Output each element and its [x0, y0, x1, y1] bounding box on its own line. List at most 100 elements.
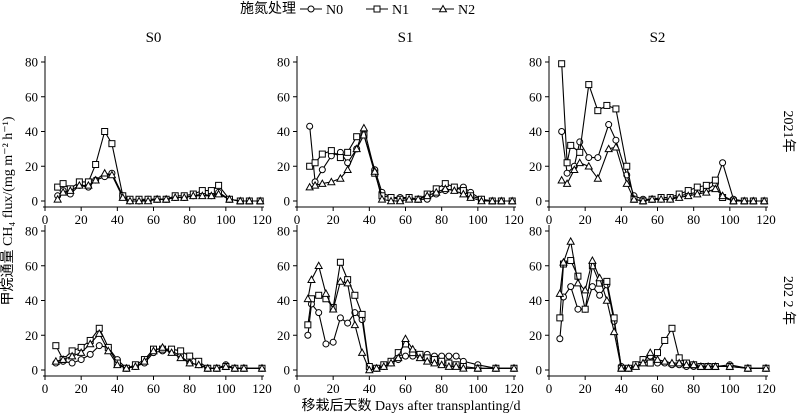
- legend-marker-n2: [438, 4, 448, 13]
- point-n2: [179, 192, 189, 201]
- series-line-n1: [309, 134, 513, 202]
- point-n2: [573, 278, 583, 287]
- point-n2: [359, 123, 369, 132]
- point-n2: [350, 320, 360, 329]
- point-n2: [152, 194, 162, 203]
- x-tick-label: 0: [546, 212, 553, 227]
- y-tick-label: 20: [25, 159, 38, 174]
- point-n2: [230, 363, 240, 372]
- point-n2: [739, 196, 749, 205]
- x-tick-label: 40: [363, 381, 376, 396]
- x-tick-label: 20: [579, 381, 592, 396]
- panel-s2-r2: 0 20 40 60 80 0 20 40 60 80 100 120: [529, 224, 776, 397]
- point-n2: [244, 196, 254, 205]
- point-n0: [605, 121, 613, 129]
- point-n2: [314, 261, 324, 270]
- point-n2: [593, 173, 603, 182]
- point-n2: [647, 194, 657, 203]
- point-n2: [370, 166, 380, 175]
- y-tick-label: 40: [529, 293, 542, 308]
- point-n2: [729, 196, 738, 205]
- point-n0: [95, 342, 103, 350]
- y-tick-label: 0: [536, 194, 543, 209]
- x-tick-label: 80: [183, 381, 196, 396]
- point-n2: [85, 339, 95, 348]
- point-n2: [401, 334, 410, 343]
- point-n1: [567, 141, 575, 149]
- x-tick-label: 0: [294, 212, 301, 227]
- point-n2: [58, 187, 68, 196]
- point-n2: [207, 191, 216, 200]
- y-tick-label: 20: [529, 159, 542, 174]
- point-n1: [702, 181, 710, 189]
- point-n1: [603, 101, 611, 109]
- x-tick-label: 120: [252, 381, 272, 396]
- x-tick-label: 40: [615, 212, 628, 227]
- x-tick-label: 120: [756, 212, 776, 227]
- point-n2: [364, 365, 374, 374]
- legend-marker-n0: [307, 5, 315, 13]
- point-n1: [215, 181, 223, 189]
- point-n2: [588, 256, 597, 264]
- point-n0: [304, 331, 312, 339]
- x-tick-label: 20: [579, 212, 592, 227]
- point-n2: [509, 363, 519, 372]
- point-n2: [725, 361, 735, 370]
- point-n0: [86, 350, 94, 358]
- y-tick-label: 60: [277, 258, 290, 273]
- point-n1: [558, 60, 566, 68]
- point-n1: [567, 257, 575, 265]
- point-n2: [194, 360, 204, 369]
- x-tick-label: 80: [183, 212, 196, 227]
- point-n2: [602, 295, 612, 304]
- point-n2: [507, 196, 517, 205]
- point-n2: [125, 196, 135, 205]
- point-n1: [327, 147, 335, 155]
- x-tick-label: 100: [468, 381, 488, 396]
- point-n2: [638, 358, 648, 367]
- point-n2: [310, 180, 320, 189]
- point-n2: [317, 179, 327, 187]
- x-tick-label: 120: [504, 381, 524, 396]
- point-n2: [638, 196, 648, 205]
- x-tick-label: 100: [720, 212, 740, 227]
- point-n2: [761, 363, 771, 372]
- point-n2: [58, 355, 68, 363]
- point-n2: [149, 346, 158, 355]
- point-n1: [581, 305, 589, 313]
- panel-s2-r1: 0 20 40 60 80 0 20 40 60 80 100 120: [529, 55, 776, 228]
- x-tick-label: 100: [216, 381, 236, 396]
- point-n2: [459, 363, 468, 372]
- legend-label-n0: N0: [326, 3, 343, 18]
- y-tick-label: 0: [32, 363, 39, 378]
- point-n0: [445, 352, 453, 360]
- point-n1: [59, 180, 67, 188]
- point-n0: [318, 166, 326, 174]
- point-n1: [585, 81, 593, 89]
- point-n2: [122, 363, 131, 372]
- point-n1: [92, 161, 100, 169]
- point-n0: [77, 356, 85, 364]
- point-n0: [556, 335, 564, 343]
- point-n2: [487, 196, 497, 205]
- point-n2: [609, 327, 619, 336]
- point-n2: [225, 194, 234, 203]
- y-tick-label: 80: [529, 224, 542, 239]
- point-n2: [683, 191, 693, 200]
- point-n2: [197, 191, 207, 200]
- point-n2: [413, 194, 423, 203]
- point-n2: [336, 276, 345, 285]
- legend-label-n2: N2: [458, 3, 475, 18]
- x-tick-label: 20: [75, 381, 88, 396]
- point-n2: [422, 191, 432, 200]
- point-n1: [344, 148, 352, 156]
- point-n2: [94, 328, 104, 337]
- y-tick-label: 80: [277, 55, 290, 70]
- x-tick-label: 40: [111, 212, 124, 227]
- point-n2: [477, 196, 486, 205]
- y-tick-label: 80: [529, 55, 542, 70]
- point-n2: [214, 189, 223, 198]
- point-n2: [674, 192, 684, 201]
- point-n1: [315, 291, 323, 299]
